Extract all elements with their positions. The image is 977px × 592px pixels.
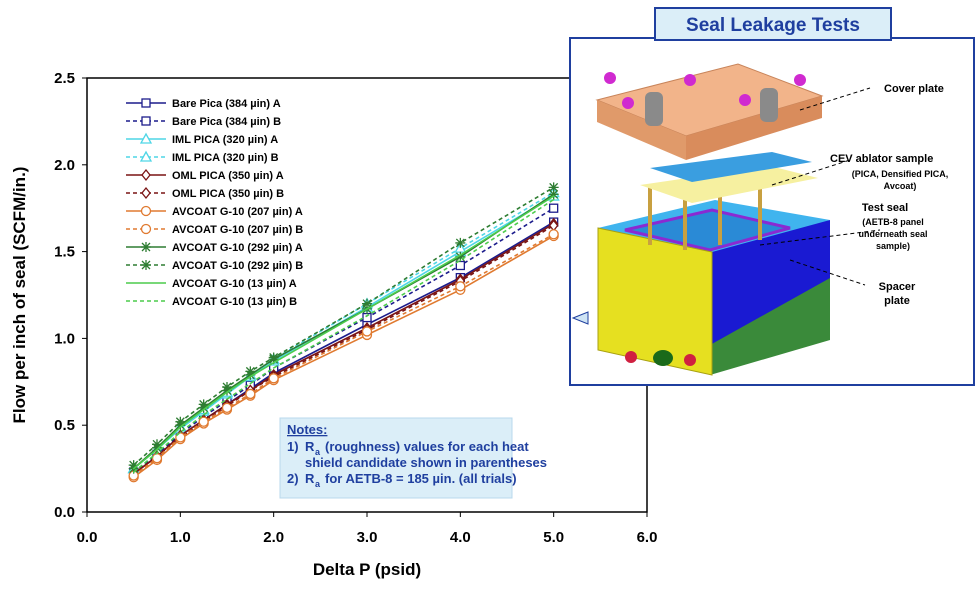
point xyxy=(180,431,182,433)
legend-label: AVCOAT G-10 (292 µin) B xyxy=(172,260,303,272)
marker xyxy=(549,230,558,239)
point xyxy=(460,254,462,256)
legend-label: AVCOAT G-10 (207 µin) B xyxy=(172,224,303,236)
legend-label: OML PICA (350 µin) A xyxy=(172,170,284,182)
point xyxy=(133,471,135,473)
notes-heading: Notes: xyxy=(287,422,327,437)
point xyxy=(180,426,182,428)
point xyxy=(460,259,462,261)
label: (PICA, Densified PICA, xyxy=(852,169,949,179)
y-tick-label: 2.5 xyxy=(54,70,75,87)
port xyxy=(653,350,673,366)
marker xyxy=(456,282,465,291)
clamp xyxy=(760,88,778,122)
label: underneath seal xyxy=(858,229,927,239)
marker xyxy=(142,207,151,216)
note-symbol: R xyxy=(305,471,315,486)
point xyxy=(226,398,228,400)
legend-label: AVCOAT G-10 (207 µin) A xyxy=(172,206,303,218)
bolt xyxy=(684,354,696,366)
frame-front xyxy=(598,228,712,375)
label: (AETB-8 panel xyxy=(862,217,924,227)
legend-label: OML PICA (350 µin) B xyxy=(172,188,284,200)
marker xyxy=(142,225,151,234)
note-text: for AETB-8 = 185 µin. (all trials) xyxy=(325,471,517,486)
label: Test seal xyxy=(862,202,908,214)
marker xyxy=(550,204,558,212)
bolt xyxy=(794,74,806,86)
diagram: Seal Leakage Tests xyxy=(570,8,974,385)
label: sample) xyxy=(876,241,910,251)
label: Avcoat) xyxy=(884,181,917,191)
y-tick-label: 1.5 xyxy=(54,244,75,261)
note-number: 1) xyxy=(287,439,299,454)
y-tick-label: 1.0 xyxy=(54,330,75,347)
point xyxy=(203,409,205,411)
marker xyxy=(363,314,371,322)
y-tick-label: 0.5 xyxy=(54,417,75,434)
y-axis-label: Flow per inch of seal (SCFM/in.) xyxy=(10,167,29,424)
x-tick-label: 6.0 xyxy=(637,529,658,546)
point xyxy=(366,308,368,310)
marker xyxy=(269,374,278,383)
legend-label: IML PICA (320 µin) A xyxy=(172,134,278,146)
legend-label: Bare Pica (384 µin) B xyxy=(172,116,281,128)
marker xyxy=(152,439,162,449)
marker xyxy=(142,99,150,107)
bolt xyxy=(604,72,616,84)
page: 0.0 0.5 1.0 1.5 2.0 2.5 0.0 1.0 2.0 3.0 4.0 5.0 6.0 D… xyxy=(0,0,977,587)
point xyxy=(250,376,252,378)
diagram-title: Seal Leakage Tests xyxy=(686,15,860,36)
point xyxy=(226,391,228,393)
label: plate xyxy=(884,295,910,307)
note-symbol: R xyxy=(305,439,315,454)
marker xyxy=(199,417,208,426)
marker xyxy=(142,117,150,125)
y-tick-label: 0.0 xyxy=(54,504,75,521)
note-text: shield candidate shown in parentheses xyxy=(305,455,547,470)
point xyxy=(273,362,275,364)
note-text: (roughness) values for each heat xyxy=(325,439,529,454)
x-tick-label: 1.0 xyxy=(170,529,191,546)
point xyxy=(366,315,368,317)
x-axis-label: Delta P (psid) xyxy=(313,560,421,579)
point xyxy=(133,468,135,470)
x-tick-label: 0.0 xyxy=(77,529,98,546)
marker xyxy=(549,182,559,192)
marker xyxy=(141,260,151,270)
bolt xyxy=(739,94,751,106)
x-tick-label: 2.0 xyxy=(263,529,284,546)
x-tick-label: 5.0 xyxy=(543,529,564,546)
legend-label: AVCOAT G-10 (13 µin) B xyxy=(172,296,297,308)
label: Cover plate xyxy=(884,83,944,95)
marker xyxy=(363,327,372,336)
bolt xyxy=(625,351,637,363)
point xyxy=(273,367,275,369)
legend-label: AVCOAT G-10 (13 µin) A xyxy=(172,278,297,290)
legend-label: IML PICA (320 µin) B xyxy=(172,152,279,164)
legend-label: Bare Pica (384 µin) A xyxy=(172,98,281,110)
y-tick-label: 2.0 xyxy=(54,157,75,174)
point xyxy=(553,195,555,197)
x-tick-label: 3.0 xyxy=(357,529,378,546)
point xyxy=(250,383,252,385)
bolt xyxy=(622,97,634,109)
marker xyxy=(141,242,151,252)
label: CEV ablator sample xyxy=(830,153,933,165)
marker xyxy=(246,389,255,398)
label: Spacer xyxy=(879,281,916,293)
point xyxy=(553,199,555,201)
point xyxy=(156,449,158,451)
note-number: 2) xyxy=(287,471,299,486)
marker xyxy=(455,238,465,248)
point xyxy=(156,452,158,454)
bolt xyxy=(684,74,696,86)
marker xyxy=(223,403,232,412)
x-tick-label: 4.0 xyxy=(450,529,471,546)
marker xyxy=(153,454,162,463)
point xyxy=(203,414,205,416)
clamp xyxy=(645,92,663,126)
legend-label: AVCOAT G-10 (292 µin) A xyxy=(172,242,303,254)
